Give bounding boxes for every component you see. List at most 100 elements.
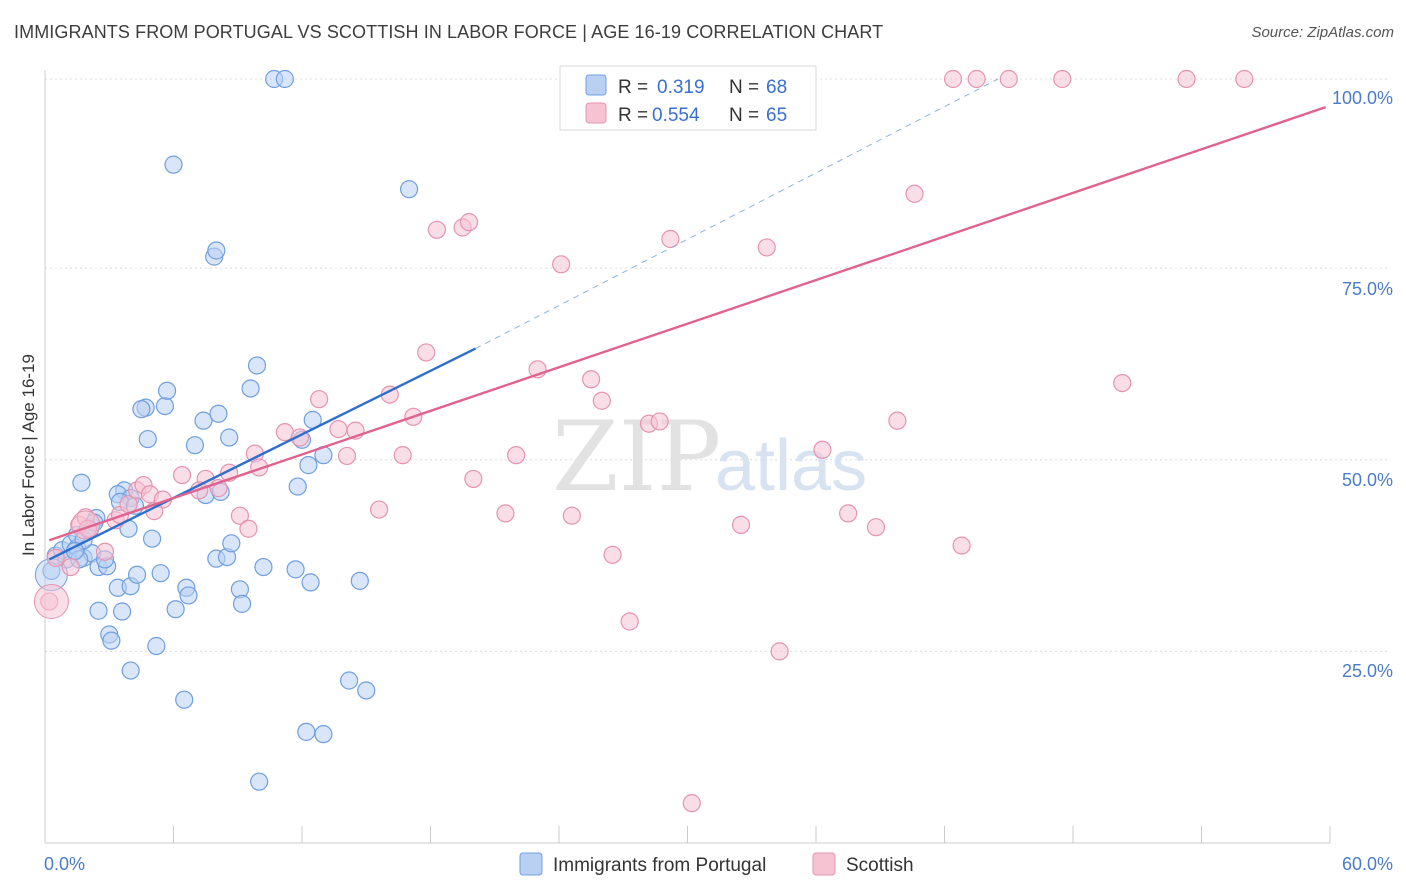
scottish-point [95,542,115,561]
scottish-point [682,794,701,813]
portugal-point [132,400,151,419]
watermark-atlas: atlas [715,426,867,506]
bottom-legend-label-portugal: Immigrants from Portugal [553,855,766,876]
portugal-point [297,722,316,741]
portugal-point [89,601,108,620]
scottish-point [952,536,971,555]
portugal-point [166,600,185,619]
portugal-point [138,429,157,449]
scottish-point [650,412,669,431]
portugal-point [350,571,369,590]
scottish-point [239,519,258,538]
portugal-point [175,690,194,709]
scottish-point [888,411,907,430]
legend-n-value: 68 [766,77,787,98]
scottish-point-cluster [71,510,101,540]
portugal-point [247,356,267,375]
scottish-point [731,515,751,535]
scottish-point [1113,374,1132,393]
legend-swatch-portugal [585,74,607,96]
x-tick-label: 0.0% [44,854,85,874]
scottish-point [603,545,622,564]
scottish-point [172,465,192,485]
portugal-point [185,436,205,455]
scottish-point [1235,69,1254,89]
scottish-point [757,238,776,257]
portugal-point [275,69,294,89]
watermark-zip: ZIP [552,401,721,513]
bottom-legend-swatch-scottish [812,852,836,876]
scottish-trend-line [48,106,1327,542]
scottish-point [866,518,886,537]
bottom-legend-swatch-portugal [519,852,543,876]
portugal-point [112,602,132,621]
legend-n-label: N = [729,77,759,98]
portugal-point [194,411,213,430]
portugal-point [357,681,376,700]
scottish-point [507,446,526,465]
scottish-point [459,213,479,232]
scottish-point [999,69,1018,89]
portugal-point [142,529,162,548]
scottish-point [813,440,832,459]
portugal-point [207,241,226,260]
y-tick-labels: 25.0% 50.0% 75.0% 100.0% [1332,88,1393,681]
legend-r-label: R = [618,77,648,98]
y-tick-label: 100.0% [1332,88,1393,108]
scottish-point [393,446,412,465]
trend-lines [48,78,1327,561]
scottish-point [427,220,447,239]
portugal-point [299,456,318,475]
scottish-point [839,504,858,523]
legend-r-label: R = [618,105,648,126]
portugal-trend-line [48,347,477,561]
scottish-point [562,506,581,525]
portugal-point [179,586,198,605]
source-credit: Source: ZipAtlas.com [1251,24,1394,41]
portugal-point [164,155,183,174]
scottish-point [329,419,348,439]
portugal-point [151,564,170,583]
portugal-point [220,428,239,447]
bottom-legend-label-scottish: Scottish [846,855,914,876]
scottish-point [230,506,249,525]
portugal-point [222,534,241,553]
scottish-point [464,469,483,489]
scottish-point [1053,69,1072,89]
scottish-point [337,446,357,466]
x-tick-labels: 0.0% 60.0% [44,854,1393,874]
legend: R = 0.319 N = 68 R = 0.554 N = 65 [559,65,817,131]
legend-r-value: 0.554 [652,105,700,126]
y-tick-label: 50.0% [1342,470,1393,490]
legend-n-label: N = [729,105,759,126]
portugal-point [254,557,273,577]
scottish-point [661,229,680,249]
portugal-point [399,180,419,199]
scottish-point [552,255,571,274]
scottish-point [310,390,329,409]
portugal-point [314,725,333,744]
legend-swatch-scottish [585,102,607,124]
scottish-point [770,642,789,661]
y-tick-label: 75.0% [1342,279,1393,299]
scottish-point [61,557,80,577]
chart-title: IMMIGRANTS FROM PORTUGAL VS SCOTTISH IN … [14,22,884,42]
portugal-point [209,404,228,423]
portugal-point [157,381,177,400]
scottish-point [370,500,389,519]
bottom-legend: Immigrants from Portugal Scottish [519,852,914,876]
scottish-point [943,69,963,89]
scottish-point-cluster [33,584,69,620]
legend-n-value: 65 [766,105,787,126]
portugal-point [340,671,359,690]
y-tick-label: 25.0% [1342,661,1393,681]
legend-r-value: 0.319 [657,77,705,98]
scottish-point [905,184,924,203]
scottish-point [967,69,986,89]
watermark: ZIP atlas [552,401,867,513]
scottish-point [417,343,436,362]
portugal-point [72,473,91,492]
grid-lines [45,78,1390,652]
axes [44,70,1331,844]
